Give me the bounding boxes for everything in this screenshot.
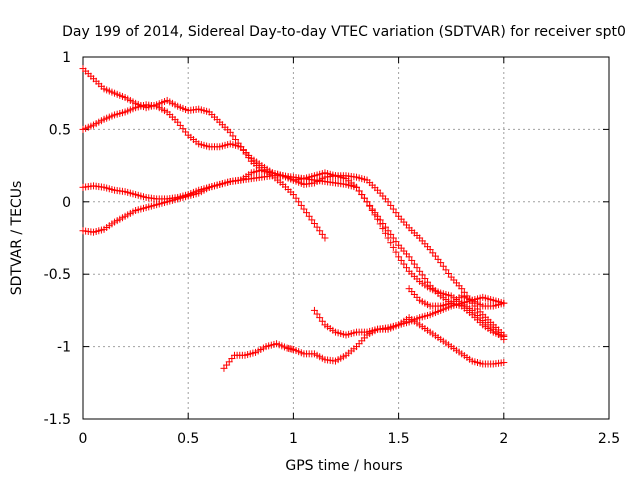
- data-point: [289, 191, 297, 199]
- data-point: [421, 275, 429, 283]
- data-point: [410, 260, 418, 268]
- y-tick-label: -1.5: [44, 412, 71, 428]
- data-point: [437, 259, 445, 267]
- data-point: [371, 211, 379, 219]
- data-point: [500, 299, 508, 307]
- data-point: [313, 310, 321, 318]
- series-arc-4: [79, 166, 329, 242]
- data-point: [402, 264, 410, 272]
- data-point: [313, 223, 321, 231]
- y-tick-label: -1: [57, 340, 71, 356]
- data-point: [310, 306, 318, 314]
- plot-frame: [82, 56, 610, 420]
- x-tick-label: 0.5: [177, 431, 199, 447]
- data-point: [500, 359, 508, 367]
- data-point: [295, 198, 303, 206]
- data-point: [297, 201, 305, 209]
- data-point: [387, 230, 395, 238]
- data-point: [292, 194, 300, 202]
- data-point: [321, 234, 329, 242]
- data-point: [229, 132, 237, 140]
- data-point: [397, 256, 405, 264]
- y-tick-label: 0.5: [49, 122, 71, 138]
- series-arc-2: [79, 101, 508, 339]
- data-point: [300, 205, 308, 213]
- data-point: [500, 335, 508, 343]
- y-axis-label: SDTVAR / TECUs: [9, 181, 25, 296]
- data-point: [360, 194, 368, 202]
- data-point: [384, 198, 392, 206]
- data-point: [303, 209, 311, 217]
- data-point: [442, 266, 450, 274]
- x-tick-label: 1.5: [387, 431, 409, 447]
- data-point: [366, 202, 374, 210]
- data-point: [308, 216, 316, 224]
- data-point: [376, 220, 384, 228]
- data-point: [316, 314, 324, 322]
- data-point: [418, 271, 426, 279]
- data-point: [392, 238, 400, 246]
- data-point: [439, 262, 447, 270]
- series-arc-6: [310, 306, 508, 368]
- data-point: [379, 225, 387, 233]
- x-axis-label: GPS time / hours: [285, 458, 402, 474]
- data-point: [416, 267, 424, 275]
- data-point: [355, 187, 363, 195]
- x-tick-label: 2: [499, 431, 508, 447]
- data-point: [392, 209, 400, 217]
- data-point: [445, 269, 453, 277]
- x-tick-label: 2.5: [598, 431, 620, 447]
- data-point: [226, 128, 234, 136]
- data-point: [381, 229, 389, 237]
- data-point: [389, 205, 397, 213]
- grid: [83, 57, 609, 419]
- data-point: [305, 212, 313, 220]
- data-point: [405, 253, 413, 261]
- y-tick-label: 1: [62, 50, 71, 66]
- data-point: [368, 206, 376, 214]
- data-point: [374, 215, 382, 223]
- data-point: [395, 253, 403, 261]
- data-point: [413, 264, 421, 272]
- data-point: [316, 227, 324, 235]
- data-point: [358, 191, 366, 199]
- series-arc-7: [405, 285, 508, 310]
- data-point: [318, 230, 326, 238]
- data-point: [363, 198, 371, 206]
- data-point: [392, 248, 400, 256]
- data-point: [387, 201, 395, 209]
- data-point: [400, 260, 408, 268]
- axis-ticks: [82, 56, 610, 420]
- chart-title: Day 199 of 2014, Sidereal Day-to-day VTE…: [62, 24, 626, 40]
- data-point: [458, 285, 466, 293]
- data-point: [408, 256, 416, 264]
- data-point: [310, 220, 318, 228]
- series-arc-5: [220, 293, 508, 372]
- y-tick-labels: -1.5 -1 -0.5 0 0.5 1: [44, 50, 71, 428]
- data-point: [353, 183, 361, 191]
- data-point: [384, 234, 392, 242]
- data-points: [79, 65, 508, 372]
- y-tick-label: 0: [62, 195, 71, 211]
- x-tick-label: 1: [289, 431, 298, 447]
- data-point: [387, 239, 395, 247]
- data-point: [389, 243, 397, 251]
- x-tick-label: 0: [79, 431, 88, 447]
- data-point: [318, 317, 326, 325]
- x-tick-labels: 0 0.5 1 1.5 2 2.5: [79, 431, 621, 447]
- y-tick-label: -0.5: [44, 267, 71, 283]
